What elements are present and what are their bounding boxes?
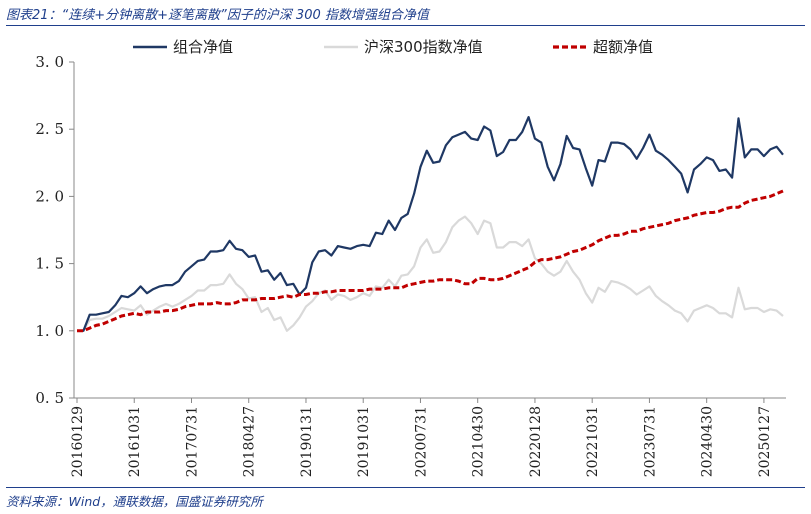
x-axis-ticks: 20160129 20161031 20170731 20180427 20190131…	[70, 398, 773, 477]
x-tick-label: 20221031	[585, 406, 601, 477]
excess-series-line	[77, 189, 784, 333]
x-tick-label: 20161031	[127, 406, 143, 477]
y-tick-label: 1. 0	[35, 322, 64, 340]
y-tick-label: 2. 5	[35, 120, 64, 138]
y-tick-label: 2. 0	[35, 187, 64, 205]
x-tick-label: 20210430	[471, 406, 487, 477]
x-tick-label: 20230731	[642, 406, 658, 477]
plot-lines	[77, 115, 784, 333]
x-tick-label: 20180427	[242, 406, 258, 477]
x-tick-label: 20250127	[757, 406, 773, 477]
title-rule	[6, 25, 805, 26]
y-axis-ticks: 3. 0 2. 5 2. 0 1. 5 1. 0 0. 5	[35, 53, 74, 407]
legend: 组合净值 沪深300指数净值 超额净值	[133, 38, 653, 56]
source-note: 资料来源：Wind，通联数据，国盛证券研究所	[6, 494, 263, 509]
x-tick-label: 20220128	[528, 406, 544, 477]
x-tick-label: 20190131	[299, 406, 315, 477]
figure-title: 图表21：“连续+分钟离散+逐笔离散”因子的沪深 300 指数增强组合净值	[6, 8, 429, 23]
benchmark-series-line	[77, 215, 784, 332]
x-tick-label: 20240430	[700, 406, 716, 477]
portfolio-series-line	[77, 115, 784, 332]
legend-label-portfolio: 组合净值	[173, 38, 233, 56]
x-tick-label: 20170731	[184, 406, 200, 477]
chart-axes	[73, 62, 786, 399]
x-tick-label: 20191031	[356, 406, 372, 477]
legend-label-benchmark: 沪深300指数净值	[364, 38, 483, 56]
y-tick-label: 1. 5	[35, 255, 64, 273]
source-rule	[6, 487, 805, 488]
x-tick-label: 20200731	[413, 406, 429, 477]
y-tick-label: 3. 0	[35, 53, 64, 71]
legend-label-excess: 超额净值	[593, 38, 653, 56]
y-tick-label: 0. 5	[35, 389, 64, 407]
x-tick-label: 20160129	[70, 406, 86, 477]
